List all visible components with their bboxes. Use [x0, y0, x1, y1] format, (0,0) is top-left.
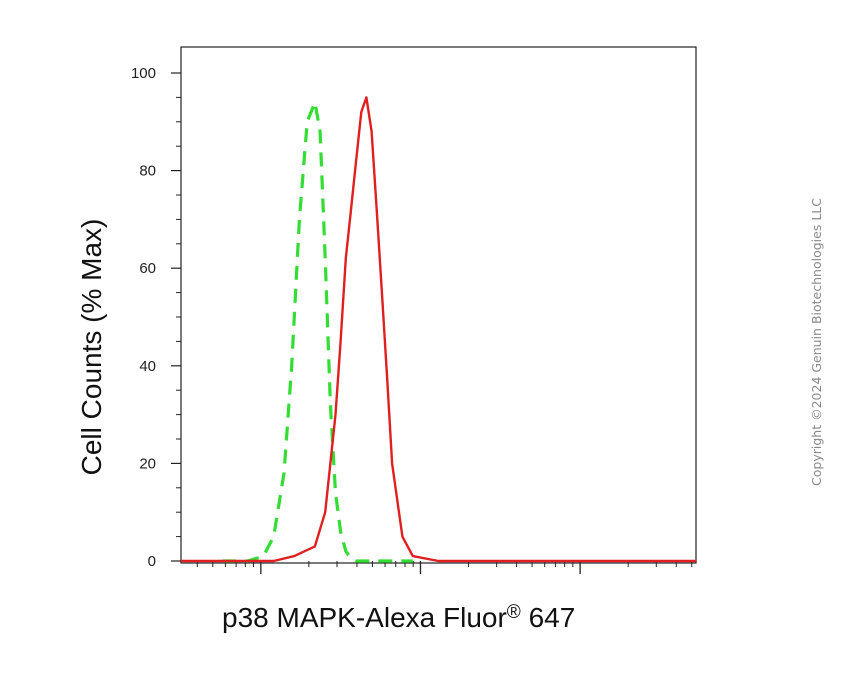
y-tick-label: 0: [148, 553, 156, 570]
x-axis-label-registered: ®: [507, 602, 521, 623]
y-tick-label: 20: [139, 455, 156, 472]
y-tick-label: 100: [131, 65, 156, 82]
x-axis-label-suffix: 647: [521, 602, 576, 633]
x-axis-label-main: p38 MAPK-Alexa Fluor: [222, 602, 507, 633]
series-layer: [181, 96, 696, 563]
x-axis-ticks: [196, 561, 693, 574]
plot-frame: [180, 46, 697, 564]
y-tick-label: 40: [139, 358, 156, 375]
y-axis-ticks: 0 20 40 60 80 100: [131, 65, 181, 570]
series-line-solid: [181, 96, 696, 563]
copyright-text: Copyright ©2024 Genuin Biotechnologies L…: [809, 198, 824, 486]
y-axis-label: Cell Counts (% Max): [76, 219, 107, 476]
y-tick-label: 80: [139, 163, 156, 180]
series-line-dashed: [222, 100, 413, 563]
y-tick-label: 60: [139, 260, 156, 277]
x-axis-label: p38 MAPK-Alexa Fluor® 647: [222, 602, 575, 633]
